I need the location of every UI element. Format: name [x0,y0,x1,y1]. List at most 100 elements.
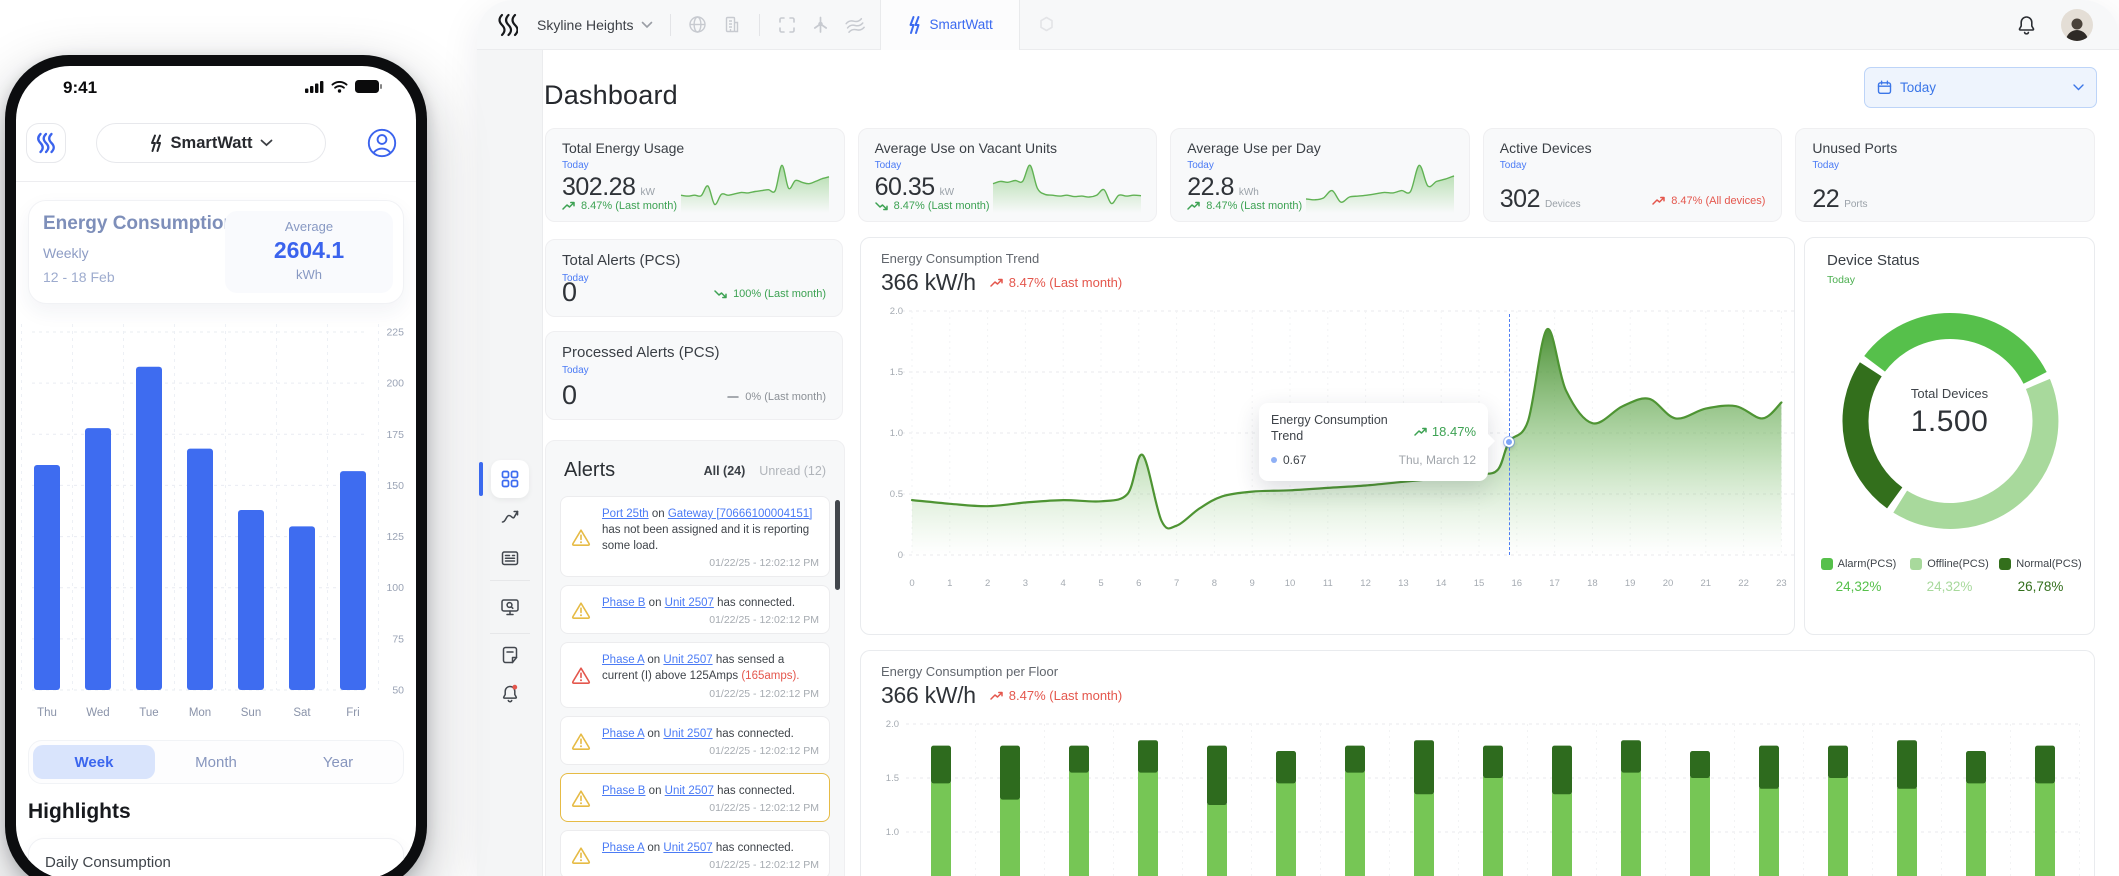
alert-link[interactable]: Phase A [602,841,645,854]
alert-body: Phase B on Unit 2507 has connected. 01/22… [602,595,819,626]
date-filter-button[interactable]: Today [1864,67,2097,108]
kpi-unit: Devices [1545,199,1581,210]
alerts-tab[interactable]: All (24) [703,463,746,478]
floor-chart-title: Energy Consumption per Floor [881,664,1059,679]
user-avatar[interactable] [2061,8,2093,41]
alert-item[interactable]: Phase A on Unit 2507 has sensed a curren… [560,642,830,708]
stat-card-2[interactable]: Processed Alerts (PCS) Today 0 0% (Last mon… [545,331,843,420]
x-tick-label: 3 [1022,578,1029,589]
kpi-value: 302 [1499,185,1541,213]
app-switcher[interactable]: SmartWatt [96,123,326,163]
alert-link[interactable]: Unit 2507 [664,597,714,610]
floor-chart [906,723,2081,876]
kpi-card-5[interactable]: Unused Ports Today 22 Ports [1795,128,2095,222]
device-status-legend: Alarm(PCS) 24,32% Offline(PCS) 24,32% Normal… [1813,558,2086,594]
sidebar-item-reports[interactable] [491,539,529,577]
hexagon-icon[interactable] [1030,15,1064,34]
legend-swatch [1999,558,2012,570]
day-bar[interactable] [136,366,162,690]
sidebar-item-notifications[interactable] [491,674,529,712]
tooltip-date: Thu, March 12 [1398,453,1476,468]
trend-value-row: 366 kW/h 8.47% (Last month) [881,269,1122,296]
phone-mockup: 9:41 SmartWatt Energy Consumption Weekly [5,55,427,876]
menu-button[interactable] [26,123,66,163]
alert-link[interactable]: Phase A [602,654,645,667]
alert-link[interactable]: Unit 2507 [664,784,714,797]
kpi-card-2[interactable]: Average Use on Vacant Units Today 60.35 kW 8… [857,128,1158,222]
warning-icon [571,506,593,569]
device-status-period: Today [1827,274,1856,286]
stat-card-1[interactable]: Total Alerts (PCS) Today 0 100% (Last month… [545,239,843,317]
kpi-title: Unused Ports [1812,140,1898,156]
y-tick-label: 2.0 [889,306,903,317]
x-tick-label: 19 [1624,578,1636,589]
alerts-tab[interactable]: Unread (12) [759,463,826,478]
fullscreen-icon[interactable] [770,16,804,34]
alert-item[interactable]: Phase A on Unit 2507 has connected. 01/22… [560,715,830,765]
building-icon[interactable] [715,15,749,34]
x-tick-label: 17 [1549,578,1560,589]
lightning-icon [909,15,919,34]
day-bar[interactable] [187,448,213,690]
desktop-app-window: Skyline Heights SmartWat [477,0,2119,876]
workspace-selector[interactable]: Skyline Heights [537,16,634,33]
alert-link[interactable]: Unit 2507 [663,841,713,854]
calendar-icon [1877,80,1892,94]
kpi-card-4[interactable]: Active Devices Today 302 Devices 8.47% (All … [1482,128,1783,222]
alert-timestamp: 01/22/25 - 12:02:12 PM [709,858,819,871]
day-bar[interactable] [238,509,264,690]
alert-link[interactable]: Unit 2507 [663,727,713,740]
sidebar-item-dashboard[interactable] [491,460,529,498]
legend-label: Offline(PCS) [1927,558,1989,570]
day-bar[interactable] [85,428,111,690]
profile-button[interactable] [362,123,402,163]
wind-turbine-icon[interactable] [804,15,838,34]
energy-consumption-card[interactable]: Energy Consumption Weekly 12 - 18 Feb Av… [28,200,404,304]
warning-icon [571,840,593,871]
alert-item[interactable]: Phase B on Unit 2507 has connected. 01/22… [560,772,830,822]
alert-link[interactable]: Phase A [602,727,645,740]
alert-item[interactable]: Port 25th on Gateway [70666100004151] ha… [560,496,830,578]
sidebar-item-devices[interactable] [491,588,529,626]
alert-body: Port 25th on Gateway [70666100004151] ha… [602,506,819,569]
trend-down-icon [874,202,888,211]
stat-trend-text: 0% (Last month) [745,391,826,403]
bell-icon[interactable] [2009,14,2043,36]
period-tab-month[interactable]: Month [195,753,237,771]
legend-swatch [1910,558,1923,570]
day-bar[interactable] [34,464,60,690]
alerts-scrollbar[interactable] [835,500,840,590]
alert-link[interactable]: Phase B [602,784,646,797]
alert-text-segment: on [644,727,664,740]
kpi-card-3[interactable]: Average Use per Day Today 22.8 kWh 8.47% (La… [1170,128,1470,222]
alert-timestamp: 01/22/25 - 12:02:12 PM [709,744,819,757]
tab-smartwatt[interactable]: SmartWatt [879,0,1020,50]
alert-link[interactable]: Port 25th [602,508,649,520]
kpi-title: Active Devices [1499,140,1592,156]
alert-item[interactable]: Phase A on Unit 2507 has connected. 01/22… [560,829,830,876]
kpi-period: Today [1499,160,1527,171]
period-tab-week[interactable]: Week [33,745,155,779]
chevron-down-icon[interactable] [634,21,660,29]
period-tab-year[interactable]: Year [322,753,354,771]
globe-icon[interactable] [681,15,715,34]
sidebar-item-notes[interactable] [491,636,529,674]
alert-body: Phase A on Unit 2507 has connected. 01/22… [602,840,819,871]
kpi-card-1[interactable]: Total Energy Usage Today 302.28 kW 8.47% (La… [545,128,845,222]
day-bar[interactable] [289,526,315,690]
alert-link[interactable]: Phase B [602,597,646,610]
alert-link[interactable]: Gateway [70666100004151] [667,508,813,520]
kpi-trend-text: 8.47% (All devices) [1671,195,1766,207]
kpi-unit: kW [939,187,955,198]
trend-up-icon [990,278,1003,287]
waves-icon[interactable] [838,16,872,34]
day-bar[interactable] [340,471,366,690]
highlight-item-card[interactable]: Daily Consumption [28,838,404,876]
alert-link[interactable]: Unit 2507 [663,654,713,667]
kpi-trend: 8.47% (Last month) [874,200,990,212]
alert-text: Port 25th on Gateway [70666100004151] ha… [602,506,819,554]
sidebar-item-analytics[interactable] [491,497,529,535]
alert-item[interactable]: Phase B on Unit 2507 has connected. 01/22… [560,585,830,635]
alert-text-segment: on [648,508,668,520]
kpi-period: Today [562,160,589,171]
